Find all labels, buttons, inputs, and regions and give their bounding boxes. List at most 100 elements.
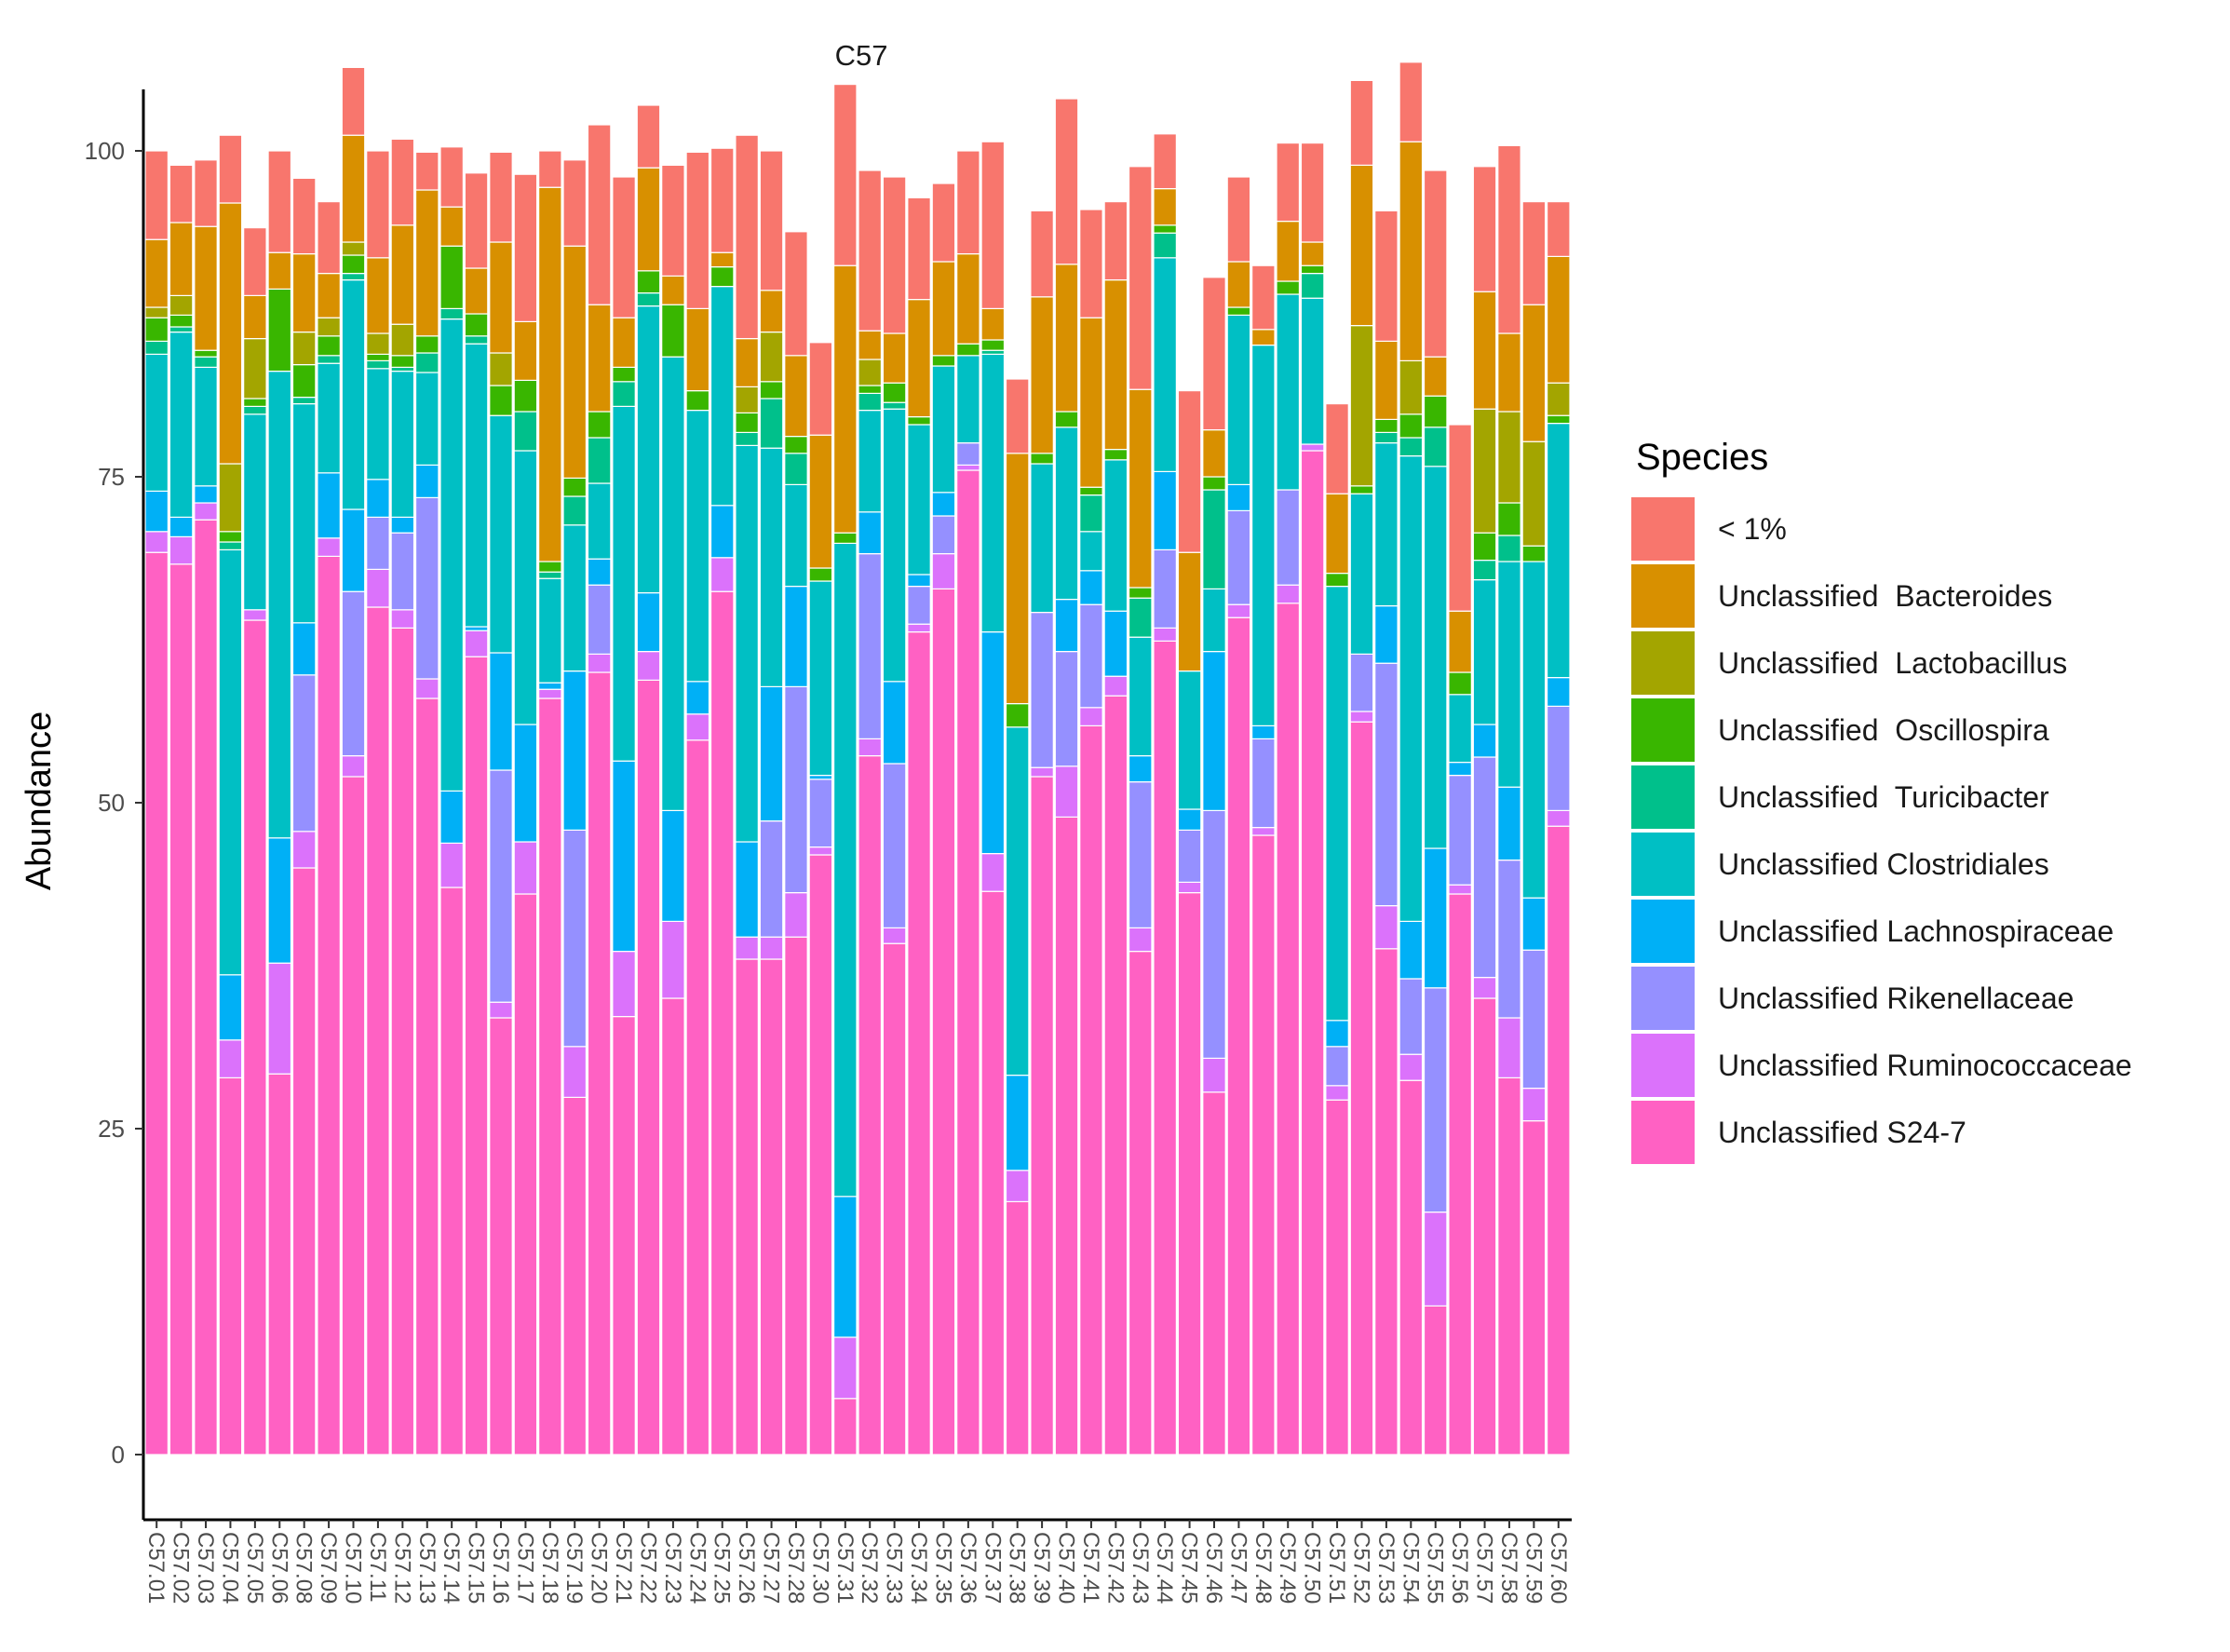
bar-segment [538, 150, 562, 188]
x-tick-label: C57.28 [783, 1532, 808, 1604]
x-tick-label: C57.44 [1152, 1532, 1177, 1604]
bar-segment [317, 537, 341, 557]
bar-segment [858, 359, 883, 386]
bar-segment [144, 340, 169, 355]
x-tick-label: C57.52 [1348, 1532, 1373, 1604]
bar-segment [612, 405, 636, 762]
bar-segment [439, 790, 464, 845]
bar-segment [1521, 545, 1547, 562]
bar-segment [439, 842, 464, 888]
bar-segment [1374, 904, 1399, 950]
bar-segment [1054, 411, 1079, 428]
bar-segment [858, 410, 883, 513]
bar-segment [1546, 382, 1571, 416]
bar-segment [513, 411, 538, 452]
bar-segment [1251, 834, 1276, 1456]
bar-segment [366, 479, 390, 518]
bar-segment [1251, 329, 1276, 346]
bar-segment [587, 558, 612, 586]
bar-segment [414, 189, 439, 337]
bar-segment [366, 257, 390, 334]
bar-segment [414, 678, 439, 699]
bar-segment [759, 936, 784, 960]
bar-segment [1325, 1085, 1349, 1101]
bar-segment [661, 164, 685, 277]
legend-key [1631, 967, 1695, 1030]
bar-segment [1103, 201, 1129, 281]
bar-segment [1325, 585, 1349, 1022]
bar-segment [1349, 485, 1374, 494]
bar-segment [464, 343, 489, 628]
bar-segment [1202, 277, 1226, 431]
bar-segment [169, 563, 194, 1456]
bar-segment [832, 1196, 858, 1338]
bar-segment [636, 650, 661, 681]
bar-segment [808, 846, 833, 856]
x-tick-label: C57.13 [414, 1532, 439, 1604]
bar-segment [562, 524, 588, 672]
bar-segment [464, 335, 489, 345]
bar-segment [169, 164, 194, 223]
bar-segment [169, 516, 194, 538]
bar-segment [1103, 675, 1129, 697]
bar-segment [366, 516, 390, 571]
bar-segment [1079, 317, 1103, 488]
bar-segment [1202, 809, 1226, 1060]
bar-segment [513, 320, 538, 381]
bar-segment [341, 254, 366, 275]
bar-segment [1497, 786, 1521, 861]
bar-segment [1546, 201, 1571, 258]
bar-segment [858, 738, 883, 757]
bar-segment [144, 238, 169, 308]
bar-segment [832, 532, 858, 545]
bar-segment [956, 464, 980, 471]
x-tick-label: C57.40 [1054, 1532, 1079, 1604]
bar-segment [1128, 780, 1153, 928]
bar-segment [1153, 627, 1177, 643]
bar-segment [562, 495, 588, 526]
bar-segment [1103, 449, 1129, 461]
bar-segment [317, 273, 341, 318]
x-tick-label: C57.10 [341, 1532, 366, 1604]
bar-segment [464, 267, 489, 315]
bar-segment [1202, 588, 1226, 653]
bar-segment [1103, 695, 1129, 1456]
bar-segment [513, 173, 538, 322]
y-axis-title: Abundance [20, 711, 59, 890]
bar-segment [1054, 816, 1079, 1456]
bar-segment [832, 1398, 858, 1456]
bar-segment [907, 416, 931, 426]
bar-segment [243, 405, 267, 415]
bar-segment [317, 201, 341, 275]
bar-segment [1103, 279, 1129, 451]
bar-segment [980, 630, 1006, 855]
bar-segment [980, 339, 1006, 351]
bar-segment [808, 342, 833, 436]
x-tick-label: C57.53 [1373, 1532, 1399, 1604]
legend-key [1631, 900, 1695, 963]
bar-segment [1226, 509, 1251, 605]
bar-segment [1448, 774, 1472, 886]
bar-segment [144, 150, 169, 240]
bar-segment [1349, 164, 1374, 327]
x-tick-label: C57.24 [684, 1532, 710, 1604]
bar-segment [1005, 1200, 1030, 1456]
axes-layer: 0 25 50 75 100 C57.01 C57.02 C57.03 C57.04 C57.05… [85, 89, 1572, 1604]
x-tick-label: C57.02 [169, 1532, 194, 1604]
bar-segment [808, 434, 833, 569]
bar-segment [169, 294, 194, 316]
bar-segment [1276, 603, 1301, 1456]
bar-segment [489, 241, 513, 354]
bar-segment [169, 332, 194, 519]
legend-label: Unclassified Oscillospira [1718, 713, 2049, 747]
bar-segment [439, 318, 464, 792]
bar-segment [513, 893, 538, 1456]
bar-segment [636, 104, 661, 169]
bar-segment [1349, 325, 1374, 487]
bar-segment [1300, 450, 1325, 1456]
bar-segment [1054, 650, 1079, 767]
x-tick-label: C57.22 [635, 1532, 660, 1604]
bar-segment [489, 352, 513, 386]
bar-segment [612, 381, 636, 407]
bar-segment [1497, 535, 1521, 562]
